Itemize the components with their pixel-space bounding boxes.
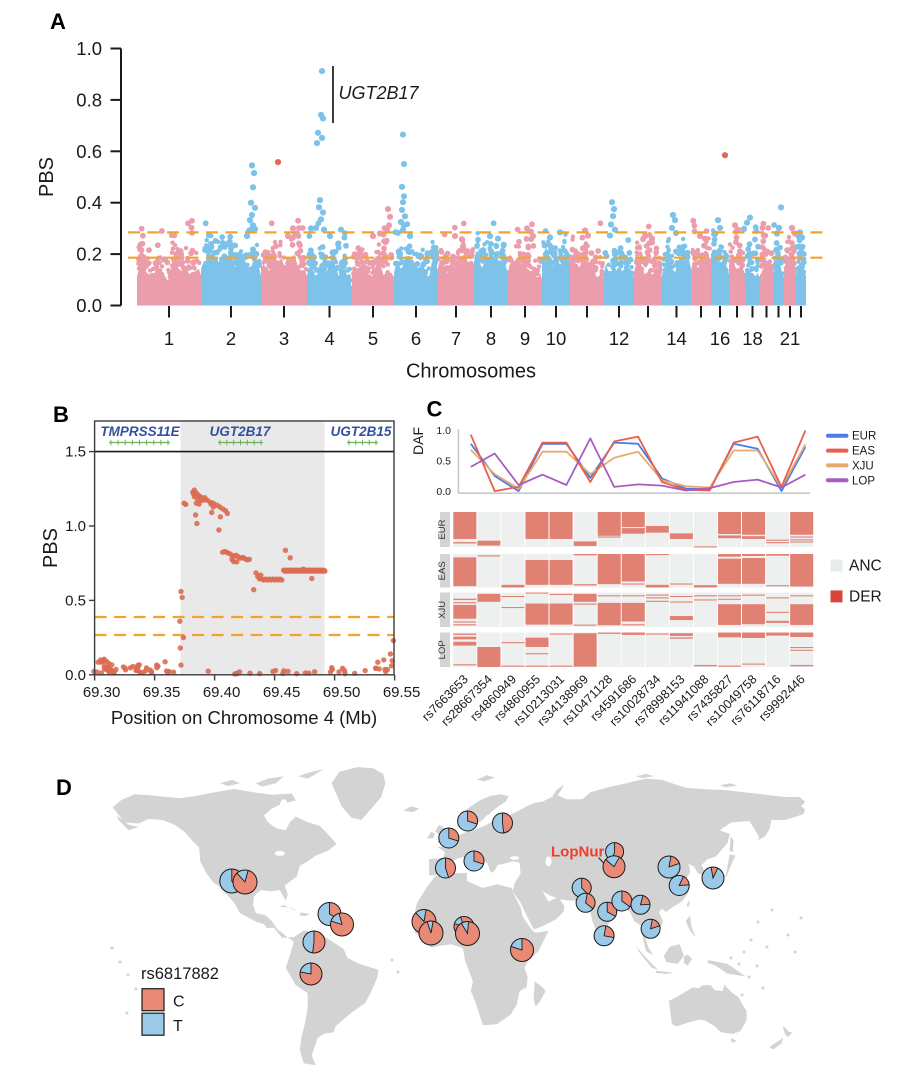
svg-text:0.5: 0.5 (436, 456, 451, 468)
svg-text:DER: DER (849, 589, 882, 606)
svg-text:0.4: 0.4 (76, 192, 102, 213)
svg-text:0.6: 0.6 (76, 141, 102, 162)
svg-text:0.0: 0.0 (76, 295, 102, 316)
svg-text:LopNur: LopNur (551, 844, 604, 861)
svg-text:1.0: 1.0 (76, 38, 102, 59)
svg-text:D: D (56, 775, 72, 800)
svg-text:LOP: LOP (437, 640, 448, 659)
svg-text:16: 16 (710, 328, 731, 349)
svg-text:XJU: XJU (852, 460, 874, 472)
svg-text:7: 7 (451, 328, 461, 349)
svg-text:21: 21 (780, 328, 801, 349)
svg-text:0.5: 0.5 (65, 592, 86, 609)
svg-text:Position on Chromosome 4 (Mb): Position on Chromosome 4 (Mb) (111, 707, 377, 728)
svg-text:EUR: EUR (852, 431, 876, 443)
svg-text:3: 3 (279, 328, 289, 349)
svg-text:69.55: 69.55 (383, 684, 421, 701)
svg-text:69.50: 69.50 (323, 684, 361, 701)
svg-text:0.2: 0.2 (76, 244, 102, 265)
svg-text:EAS: EAS (852, 446, 875, 458)
svg-text:UGT2B17: UGT2B17 (339, 83, 420, 103)
svg-text:rs6817882: rs6817882 (141, 965, 219, 983)
svg-text:0.0: 0.0 (65, 667, 86, 684)
svg-text:PBS: PBS (36, 157, 58, 197)
svg-text:C: C (427, 397, 443, 422)
svg-text:69.40: 69.40 (203, 684, 241, 701)
svg-text:T: T (173, 1018, 183, 1035)
svg-text:B: B (53, 402, 69, 427)
svg-text:6: 6 (411, 328, 421, 349)
svg-text:1: 1 (164, 328, 174, 349)
svg-text:Chromosomes: Chromosomes (406, 361, 536, 383)
svg-text:5: 5 (368, 328, 378, 349)
svg-text:LOP: LOP (852, 475, 875, 487)
svg-text:TMPRSS11E: TMPRSS11E (100, 424, 180, 439)
svg-text:69.30: 69.30 (83, 684, 121, 701)
svg-text:0.8: 0.8 (76, 89, 102, 110)
svg-text:EUR: EUR (437, 519, 448, 539)
svg-text:DAF: DAF (410, 427, 426, 455)
svg-text:69.35: 69.35 (143, 684, 181, 701)
svg-text:69.45: 69.45 (263, 684, 301, 701)
svg-text:1.5: 1.5 (65, 444, 86, 461)
svg-text:A: A (50, 9, 66, 34)
svg-text:10: 10 (546, 328, 567, 349)
svg-text:2: 2 (226, 328, 236, 349)
svg-text:C: C (173, 994, 185, 1011)
svg-text:PBS: PBS (40, 528, 62, 568)
svg-text:9: 9 (520, 328, 530, 349)
svg-text:UGT2B17: UGT2B17 (210, 424, 272, 439)
svg-text:ANC: ANC (849, 558, 882, 575)
svg-text:EAS: EAS (437, 561, 448, 580)
svg-text:XJU: XJU (437, 601, 448, 619)
svg-text:UGT2B15: UGT2B15 (331, 424, 392, 439)
svg-text:14: 14 (666, 328, 687, 349)
svg-text:12: 12 (609, 328, 630, 349)
svg-text:1.0: 1.0 (436, 425, 451, 437)
svg-text:1.0: 1.0 (65, 518, 86, 535)
svg-text:4: 4 (324, 328, 334, 349)
svg-text:18: 18 (742, 328, 763, 349)
svg-text:8: 8 (486, 328, 496, 349)
svg-text:0.0: 0.0 (436, 486, 451, 498)
